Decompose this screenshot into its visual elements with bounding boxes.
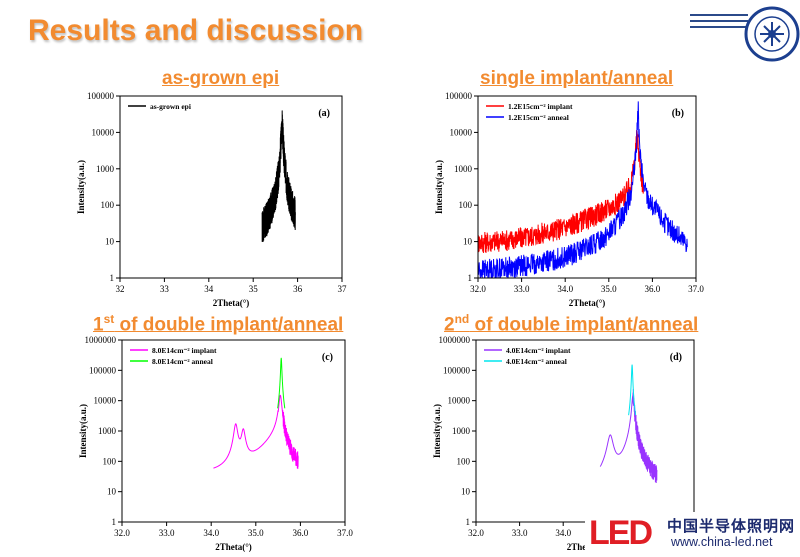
legend-entry: 8.0E14cm⁻² implant — [152, 346, 217, 355]
x-tick-label: 33 — [160, 284, 170, 294]
series-line-0 — [478, 130, 645, 253]
y-tick-label: 100 — [103, 456, 117, 466]
y-tick-label: 1 — [110, 273, 115, 283]
panel-letter: (a) — [318, 108, 330, 119]
x-tick-label: 36 — [293, 284, 303, 294]
y-tick-label: 1 — [468, 273, 473, 283]
plot-frame — [119, 95, 343, 279]
x-tick-label: 36.0 — [645, 284, 661, 294]
y-tick-label: 1000000 — [439, 335, 471, 345]
x-tick-label: 37.0 — [688, 284, 704, 294]
plot-frame — [121, 339, 346, 523]
watermark-url: www.china-led.net — [671, 535, 773, 549]
y-tick-label: 100000 — [443, 365, 471, 375]
series-line-1 — [478, 101, 688, 278]
chart-c: 32.0 33.0 34.0 35.0 36.0 37.0 1 10 100 1000 10000 1… — [78, 335, 353, 552]
series-line-1 — [277, 357, 286, 409]
y-tick-label: 10 — [461, 487, 471, 497]
y-tick-label: 1000 — [96, 164, 115, 174]
y-tick-label: 100000 — [89, 365, 117, 375]
legend-entry: 8.0E14cm⁻² anneal — [152, 357, 213, 366]
x-tick-label: 35 — [249, 284, 259, 294]
x-tick-label: 34 — [204, 284, 214, 294]
watermark: LED 中国半导体照明网 www.china-led.net — [585, 512, 800, 557]
y-tick-label: 10 — [463, 237, 473, 247]
x-tick-label: 32.0 — [114, 528, 130, 538]
y-tick-label: 1 — [112, 517, 117, 527]
series-line-0 — [213, 394, 299, 469]
x-axis-label: 2Theta(°) — [569, 298, 606, 308]
x-axis-label: 2Theta(°) — [213, 298, 250, 308]
legend-entry: 4.0E14cm⁻² implant — [506, 346, 571, 355]
y-tick-label: 10 — [105, 237, 115, 247]
y-tick-label: 10 — [107, 487, 117, 497]
panel-b-title: single implant/anneal — [480, 68, 674, 89]
y-tick-label: 100 — [457, 456, 471, 466]
slide-title: Results and discussion — [28, 14, 364, 47]
y-tick-label: 1 — [466, 517, 471, 527]
y-tick-label: 100 — [459, 200, 473, 210]
y-tick-label: 1000000 — [85, 335, 117, 345]
watermark-logo: LED — [589, 514, 653, 552]
y-tick-label: 10000 — [450, 127, 473, 137]
panel-letter: (d) — [670, 352, 682, 363]
series-line-1 — [628, 364, 637, 416]
x-tick-label: 33.0 — [514, 284, 530, 294]
series-line-0 — [599, 389, 658, 483]
y-axis-label: Intensity(a.u.) — [76, 160, 86, 214]
y-axis-label: Intensity(a.u.) — [78, 404, 88, 458]
y-tick-label: 1000 — [454, 164, 473, 174]
panel-letter: (b) — [672, 108, 684, 119]
legend-entry: 1.2E15cm⁻² implant — [508, 102, 573, 111]
y-tick-label: 100000 — [87, 91, 115, 101]
y-tick-label: 1000 — [98, 426, 117, 436]
y-tick-label: 10000 — [448, 396, 471, 406]
y-tick-label: 10000 — [92, 127, 115, 137]
x-tick-label: 33.0 — [159, 528, 175, 538]
legend-entry: 1.2E15cm⁻² anneal — [508, 113, 569, 122]
header-rule — [690, 12, 748, 32]
panel-letter: (c) — [322, 352, 333, 363]
x-tick-label: 32 — [116, 284, 125, 294]
y-tick-label: 1000 — [452, 426, 471, 436]
panel-a-title: as-grown epi — [162, 68, 280, 89]
legend-entry: as-grown epi — [150, 102, 191, 111]
panel-d-title: 2nd of double implant/anneal — [444, 312, 699, 336]
y-axis-label: Intensity(a.u.) — [432, 404, 442, 458]
chart-a: 32 33 34 35 36 37 1 10 100 1000 10000 100000 2Theta(… — [76, 91, 348, 308]
panel-c-title: 1st of double implant/anneal — [93, 312, 344, 336]
plot-frame — [477, 95, 697, 279]
x-tick-label: 35.0 — [601, 284, 617, 294]
chart-b: 32.0 33.0 34.0 35.0 36.0 37.0 1 10 100 1000 10000 1… — [434, 91, 704, 308]
x-tick-label: 32.0 — [468, 528, 484, 538]
x-tick-label: 34.0 — [203, 528, 219, 538]
series-line-0 — [261, 110, 296, 243]
y-tick-label: 100 — [101, 200, 115, 210]
y-tick-label: 100000 — [445, 91, 473, 101]
y-axis-label: Intensity(a.u.) — [434, 160, 444, 214]
x-tick-label: 34.0 — [555, 528, 571, 538]
legend-entry: 4.0E14cm⁻² anneal — [506, 357, 567, 366]
x-axis-label: 2Theta(°) — [215, 542, 252, 552]
x-tick-label: 37 — [338, 284, 348, 294]
academy-seal-icon — [744, 6, 800, 62]
watermark-chinese: 中国半导体照明网 — [667, 517, 796, 535]
plot-frame — [475, 339, 695, 523]
x-tick-label: 36.0 — [293, 528, 309, 538]
x-tick-label: 37.0 — [337, 528, 353, 538]
x-tick-label: 33.0 — [512, 528, 528, 538]
x-tick-label: 35.0 — [248, 528, 264, 538]
x-tick-label: 32.0 — [470, 284, 486, 294]
x-tick-label: 34.0 — [557, 284, 573, 294]
y-tick-label: 10000 — [94, 396, 117, 406]
